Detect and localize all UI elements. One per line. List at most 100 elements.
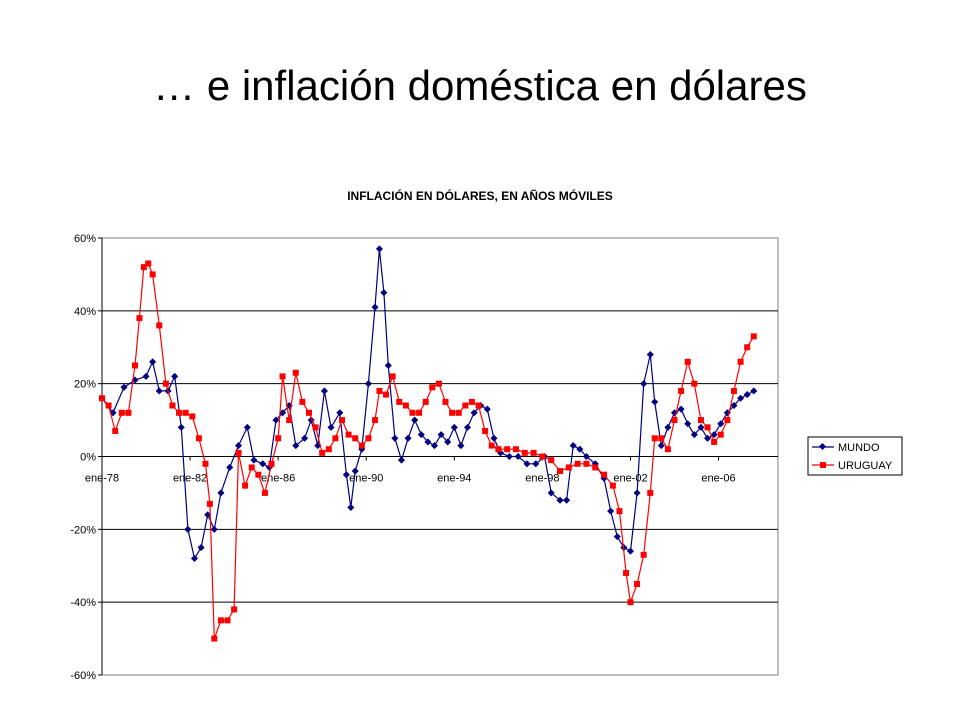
data-point-uruguay (162, 380, 169, 387)
data-point-mundo (217, 489, 225, 497)
data-point-mundo (424, 438, 432, 446)
data-point-uruguay (616, 508, 623, 515)
data-point-mundo (697, 423, 705, 431)
data-point-mundo (204, 511, 212, 519)
data-point-uruguay (640, 551, 647, 558)
data-point-uruguay (235, 449, 242, 456)
data-point-mundo (397, 456, 406, 464)
data-point-uruguay (206, 500, 213, 507)
data-point-uruguay (279, 373, 286, 380)
data-point-mundo (190, 554, 199, 563)
data-point-uruguay (737, 358, 744, 365)
data-point-uruguay (634, 580, 641, 587)
legend-label-uruguay: URUGUAY (838, 460, 893, 472)
data-point-uruguay (211, 635, 218, 642)
data-point-mundo (743, 391, 751, 399)
data-point-uruguay (339, 417, 346, 424)
data-point-mundo (437, 431, 445, 439)
data-point-uruguay (442, 398, 449, 405)
series-layer (98, 245, 758, 642)
data-point-uruguay (623, 570, 630, 577)
data-point-mundo (483, 405, 491, 413)
chart-title: INFLACIÓN EN DÓLARES, EN AÑOS MÓVILES (347, 189, 613, 203)
data-point-mundo (547, 489, 555, 497)
data-point-uruguay (651, 435, 658, 442)
data-point-mundo (664, 423, 672, 431)
data-point-uruguay (396, 398, 403, 405)
data-point-uruguay (202, 460, 209, 467)
data-point-uruguay (312, 424, 319, 431)
data-point-mundo (371, 303, 379, 311)
data-point-mundo (640, 380, 648, 388)
data-point-uruguay (242, 482, 249, 489)
data-point-uruguay (601, 471, 608, 478)
data-point-mundo (556, 496, 564, 504)
data-point-uruguay (495, 446, 502, 453)
data-point-uruguay (750, 333, 757, 340)
data-point-uruguay (112, 428, 119, 435)
data-point-mundo (234, 442, 243, 450)
data-point-uruguay (169, 402, 176, 409)
data-point-mundo (563, 496, 571, 504)
data-point-uruguay (475, 402, 482, 409)
data-point-mundo (710, 431, 718, 439)
data-point-mundo (250, 456, 258, 464)
data-point-mundo (576, 445, 584, 453)
data-point-uruguay (389, 373, 396, 380)
data-point-mundo (505, 452, 513, 461)
data-point-mundo (490, 434, 498, 442)
data-point-uruguay (691, 380, 698, 387)
data-point-uruguay (684, 358, 691, 365)
series-uruguay (99, 260, 757, 642)
data-point-uruguay (557, 468, 564, 475)
x-tick-label: ene-90 (349, 473, 383, 485)
data-point-mundo (327, 423, 335, 431)
data-point-uruguay (592, 464, 599, 471)
x-tick-label: ene-06 (701, 473, 735, 485)
data-point-mundo (626, 547, 635, 555)
data-point-mundo (243, 423, 251, 431)
y-tick-label: -20% (70, 524, 96, 536)
data-point-uruguay (488, 442, 495, 449)
data-point-uruguay (530, 449, 537, 456)
data-point-uruguay (730, 387, 737, 394)
data-point-uruguay (565, 464, 572, 471)
y-tick-label: 20% (74, 379, 96, 391)
data-point-uruguay (574, 460, 581, 467)
y-tick-label: 60% (74, 233, 96, 245)
data-point-mundo (417, 431, 425, 439)
x-tick-label: ene-02 (613, 473, 647, 485)
data-point-mundo (677, 405, 685, 413)
data-point-mundo (607, 507, 615, 515)
data-point-uruguay (358, 442, 365, 449)
data-point-uruguay (261, 489, 268, 496)
data-point-mundo (155, 387, 163, 395)
data-point-mundo (320, 387, 328, 395)
data-point-mundo (142, 372, 150, 380)
data-point-uruguay (182, 409, 189, 416)
slide-title: … e inflación doméstica en dólares (153, 62, 807, 109)
data-point-mundo (364, 380, 372, 388)
data-point-mundo (684, 420, 692, 428)
data-point-uruguay (319, 449, 326, 456)
data-point-mundo (444, 438, 452, 446)
data-point-uruguay (711, 438, 718, 445)
data-point-uruguay (352, 435, 359, 442)
data-point-uruguay (156, 322, 163, 329)
data-point-uruguay (512, 446, 519, 453)
data-point-uruguay (376, 387, 383, 394)
data-point-uruguay (292, 369, 299, 376)
data-point-uruguay (325, 446, 332, 453)
legend-label-mundo: MUNDO (838, 442, 880, 454)
data-point-uruguay (248, 464, 255, 471)
data-point-mundo (730, 401, 738, 410)
data-point-uruguay (422, 398, 429, 405)
data-point-uruguay (658, 435, 665, 442)
y-axis: 60% 40% 20% 0% -20% -40% -60% (70, 233, 103, 682)
data-point-mundo (613, 533, 621, 541)
data-point-uruguay (468, 398, 475, 405)
data-point-uruguay (140, 264, 147, 271)
x-tick-label: ene-82 (173, 473, 207, 485)
data-point-mundo (177, 423, 185, 431)
series-line-uruguay (101, 262, 755, 639)
